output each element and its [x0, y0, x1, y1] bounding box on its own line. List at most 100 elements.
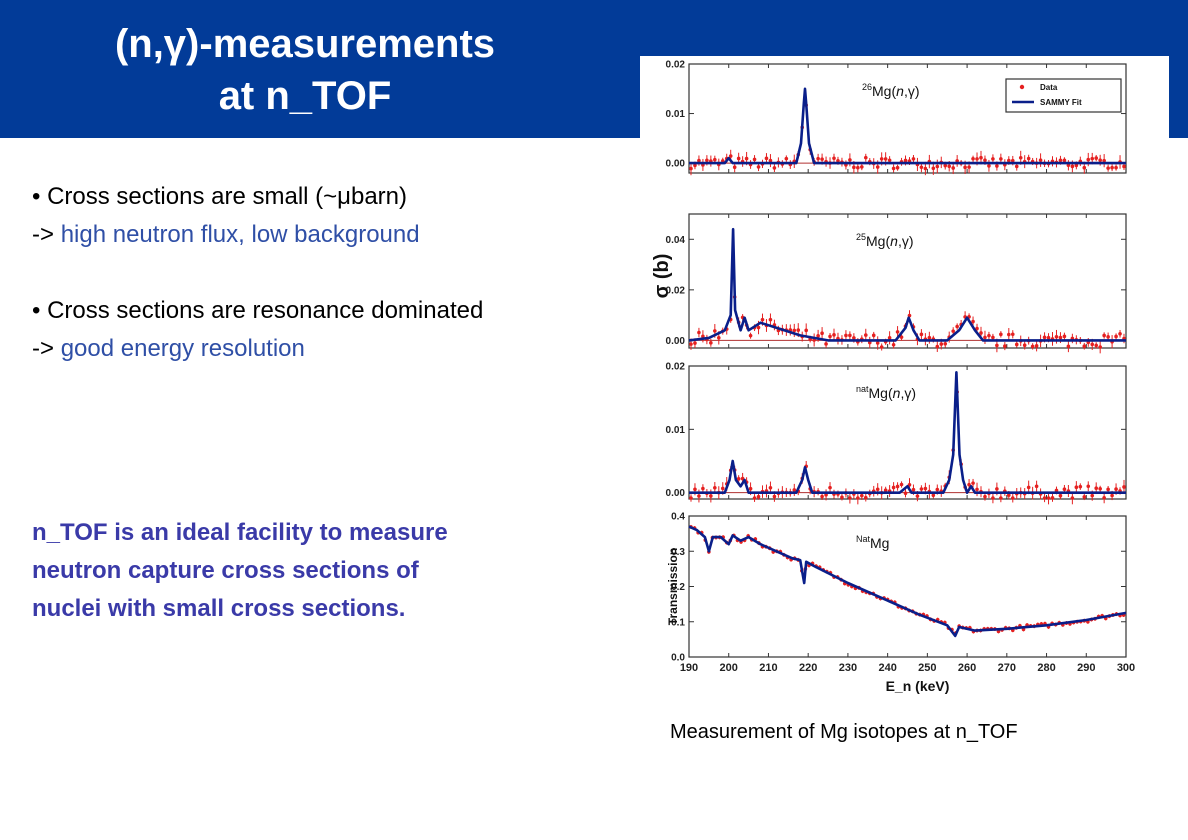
data-point: [975, 487, 979, 492]
data-point: [840, 495, 844, 500]
data-point: [701, 334, 705, 339]
data-point: [983, 158, 987, 163]
data-point: [1102, 158, 1106, 163]
fit-line: [689, 371, 1126, 494]
data-point: [1030, 344, 1035, 349]
data-point: [1110, 493, 1114, 498]
data-point: [911, 157, 916, 161]
data-point: [792, 488, 797, 492]
data-point: [713, 329, 717, 333]
data-point: [756, 165, 761, 169]
mg-cross-section-chart: 0.00 0.01 0.02 26Mg(n,γ) 0.00 0.02 0.04 25Mg(n,…: [651, 60, 1135, 695]
data-point: [895, 165, 900, 170]
data-point: [856, 165, 860, 170]
conclusion-line-3: nuclei with small cross sections.: [32, 595, 406, 622]
bullet-list: • Cross sections are small (~μbarn) -> h…: [32, 178, 642, 368]
data-point: [995, 487, 999, 491]
data-point: [1082, 165, 1087, 170]
data-point: [1102, 495, 1106, 500]
x-tick-label: 190: [680, 662, 698, 674]
data-point: [887, 158, 892, 163]
data-point: [1062, 334, 1067, 339]
data-point: [772, 166, 777, 170]
data-point: [899, 335, 904, 339]
data-point: [983, 335, 987, 340]
y-tick-label: 0.00: [666, 159, 686, 170]
bullet-2-main: • Cross sections are resonance dominated: [32, 297, 484, 324]
legend-data-marker: [1019, 84, 1025, 90]
data-point: [911, 487, 916, 492]
data-point: [1106, 335, 1110, 339]
bullet-2-detail: good energy resolution: [60, 335, 305, 362]
data-point: [1074, 485, 1079, 489]
data-point: [689, 496, 693, 500]
data-point: [1042, 496, 1047, 500]
data-point: [875, 341, 880, 345]
x-tick-label: 290: [1077, 662, 1095, 674]
bullet-1-detail-line: -> high neutron flux, low background: [32, 216, 642, 254]
data-point: [891, 166, 896, 171]
data-point: [1010, 496, 1015, 500]
page-title: (n,γ)-measurements at n_TOF: [0, 18, 610, 122]
y-tick-label: 0.3: [671, 547, 685, 558]
data-point: [1098, 486, 1102, 491]
data-point: [895, 330, 900, 334]
data-point: [947, 164, 952, 169]
data-point: [923, 166, 928, 171]
data-point: [1062, 158, 1067, 163]
y-tick-label: 0.4: [671, 512, 685, 523]
data-point: [828, 334, 832, 339]
chart-legend: Data SAMMY Fit: [1005, 78, 1122, 113]
data-point: [836, 159, 840, 163]
data-point: [772, 494, 777, 499]
data-point: [891, 342, 896, 347]
data-point: [1094, 343, 1099, 348]
data-point: [943, 341, 948, 346]
data-point: [979, 155, 983, 160]
data-point: [1082, 495, 1087, 499]
data-point: [852, 336, 856, 340]
data-point: [1106, 487, 1110, 492]
fit-line: [688, 227, 1126, 342]
title-line-1: (n,γ)-measurements: [114, 22, 496, 66]
y-tick-label: 0.02: [666, 60, 686, 71]
data-point: [697, 494, 701, 498]
data-point: [1098, 345, 1102, 349]
data-point: [967, 165, 971, 169]
data-point: [693, 341, 697, 345]
data-point: [955, 324, 959, 329]
data-point: [879, 157, 884, 161]
data-point: [693, 163, 697, 168]
data-point: [848, 496, 852, 500]
data-point: [1054, 488, 1059, 493]
data-point: [903, 491, 908, 495]
data-point: [995, 343, 999, 348]
x-tick-label: 300: [1117, 662, 1135, 674]
panel-frame: [688, 365, 1127, 500]
y-axis-label: Transmission: [666, 548, 680, 625]
conclusion-text: n_TOF is an ideal facility to measure ne…: [32, 514, 632, 628]
data-point: [999, 157, 1003, 161]
data-point: [1066, 344, 1071, 349]
data-point: [764, 156, 769, 161]
data-point: [1038, 158, 1043, 162]
x-tick-label: 280: [1037, 662, 1055, 674]
data-point: [1062, 487, 1067, 492]
data-point: [923, 486, 928, 491]
title-line-2: at n_TOF: [218, 74, 392, 118]
panel-label: NatMg: [856, 534, 889, 551]
conclusion-line-2: neutron capture cross sections of: [32, 557, 419, 584]
data-point: [931, 166, 936, 171]
data-point: [820, 494, 824, 499]
data-point: [1058, 493, 1063, 498]
data-point: [1007, 493, 1011, 497]
panel-frame: [688, 515, 1127, 658]
data-point: [1070, 164, 1075, 169]
data-point: [943, 163, 948, 168]
data-point: [1114, 487, 1118, 491]
y-tick-label: 0.01: [666, 425, 686, 436]
data-point: [967, 482, 971, 487]
data-point: [1090, 493, 1095, 498]
data-point: [935, 164, 940, 169]
data-point: [935, 487, 940, 492]
